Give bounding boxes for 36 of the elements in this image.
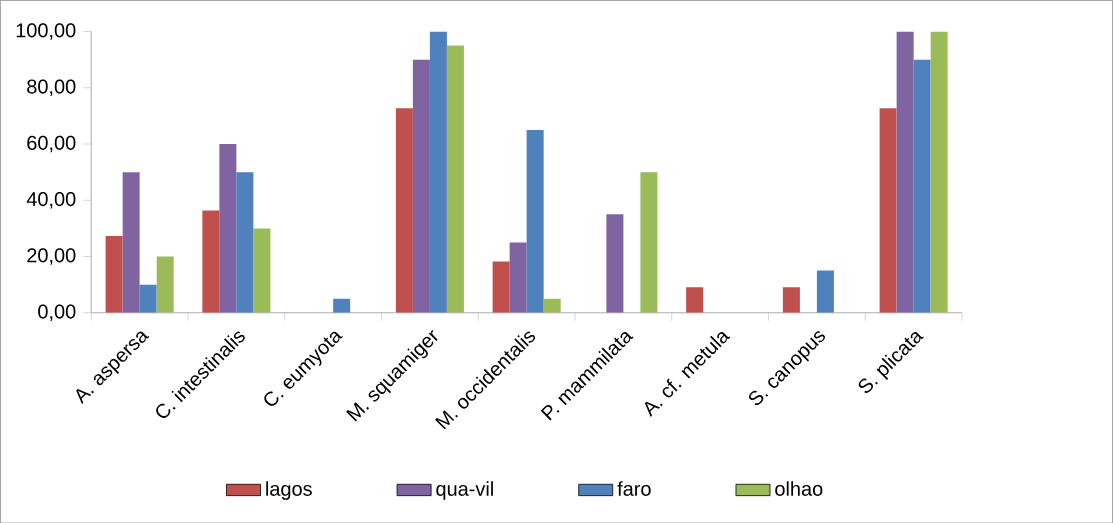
bar [782,286,800,313]
bar [640,171,658,313]
y-tick-label: 20,00 [27,248,76,265]
bar [139,284,157,313]
bar [816,270,834,313]
bar [509,242,527,313]
bar [930,31,948,313]
legend-label: qua-vil [436,481,493,500]
bar [896,31,914,313]
bar [446,45,464,313]
bar [122,171,140,313]
bar [412,59,430,313]
y-tick-label: 40,00 [26,191,76,209]
bar [913,59,931,313]
bar [686,286,704,313]
bar [105,235,123,313]
bar [606,214,624,313]
bar [253,228,271,313]
bar [236,171,254,313]
y-tick-label: 0,00 [38,304,76,321]
y-tick-label: 80,00 [27,79,76,96]
bar [543,298,561,313]
bar [429,31,447,313]
bar [395,108,413,313]
bar [202,210,220,313]
y-tick-label: 100,00 [16,23,76,40]
bar [219,143,237,313]
legend-label: faro [617,481,651,496]
bar [492,261,510,313]
bar [879,108,897,313]
legend-label: olhao [775,481,823,496]
bar [333,298,351,313]
bar [526,129,544,313]
y-tick-label: 60,00 [27,135,76,153]
legend-label: lagos [266,481,312,500]
bar [156,256,174,313]
